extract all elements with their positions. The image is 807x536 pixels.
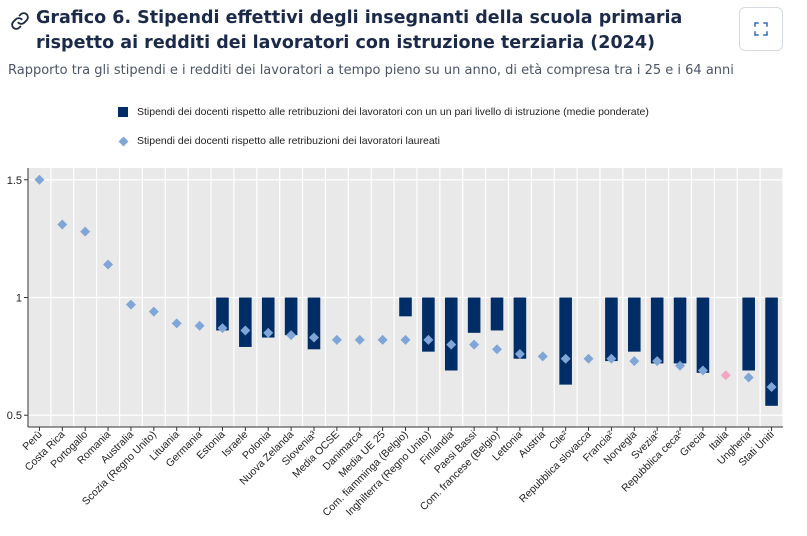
- diamond-point: [560, 353, 571, 364]
- bar: [261, 297, 275, 338]
- diamond-point: [171, 318, 182, 329]
- diamond-point: [194, 320, 205, 331]
- diamond-point: [57, 219, 68, 230]
- diamond-point: [103, 259, 114, 270]
- bar: [765, 297, 778, 406]
- bar: [673, 297, 687, 364]
- bar: [559, 297, 572, 385]
- legend-bar-label: Stipendi dei docenti rispetto alle retri…: [137, 106, 649, 118]
- diamond-point: [423, 334, 434, 345]
- diamond-point: [606, 353, 617, 364]
- diamond-point: [766, 381, 777, 392]
- diamond-point: [446, 339, 457, 350]
- diamond-point: [469, 339, 480, 350]
- diamond-point: [675, 360, 686, 371]
- diamond-point: [308, 332, 319, 343]
- legend-diamond-swatch: [118, 136, 129, 146]
- bar: [490, 297, 504, 331]
- diamond-point: [400, 334, 411, 345]
- bar: [650, 297, 664, 364]
- diamond-point: [743, 372, 754, 383]
- expand-icon: [754, 22, 768, 36]
- legend-bar-swatch: [118, 107, 128, 117]
- bar: [742, 297, 755, 371]
- diamond-point: [629, 356, 640, 367]
- bar: [444, 297, 458, 371]
- bar: [239, 297, 252, 347]
- diamond-point: [492, 344, 503, 355]
- x-tick-label: Grecia: [678, 429, 708, 459]
- diamond-point: [80, 226, 91, 237]
- bar: [467, 297, 481, 333]
- expand-button[interactable]: [739, 7, 783, 51]
- diamond-point: [125, 299, 136, 310]
- bar: [513, 297, 527, 359]
- diamond-point: [514, 349, 525, 360]
- y-tick-label: 1.5: [7, 175, 22, 187]
- y-tick-label: 0.5: [7, 410, 22, 422]
- diamond-point: [286, 330, 297, 341]
- diamond-point: [263, 327, 274, 338]
- link-icon[interactable]: [10, 11, 30, 31]
- diamond-point: [354, 334, 365, 345]
- diamond-point: [652, 356, 663, 367]
- diamond-point: [331, 334, 342, 345]
- bar: [605, 297, 618, 362]
- legend-item-bars: Stipendi dei docenti rispetto alle retri…: [118, 104, 649, 120]
- diamond-point: [34, 174, 45, 185]
- bar: [216, 297, 229, 331]
- diamond-point: [720, 370, 731, 381]
- diamond-point: [583, 353, 594, 364]
- chart-subtitle: Rapporto tra gli stipendi e i redditi de…: [8, 63, 734, 78]
- chart-title: Grafico 6. Stipendi effettivi degli inse…: [36, 8, 683, 53]
- diamond-point: [697, 365, 708, 376]
- y-tick-label: 1: [16, 293, 22, 305]
- diamond-point: [217, 323, 228, 334]
- diamond-point: [537, 351, 548, 362]
- diamond-point: [377, 334, 388, 345]
- legend-diamond-label: Stipendi dei docenti rispetto alle retri…: [137, 135, 440, 147]
- bar: [696, 297, 710, 373]
- bar: [284, 297, 298, 336]
- legend-item-diamonds: Stipendi dei docenti rispetto alle retri…: [118, 133, 440, 149]
- diamond-point: [240, 325, 251, 336]
- bar: [627, 297, 641, 352]
- bar: [399, 297, 412, 317]
- diamond-point: [148, 306, 159, 317]
